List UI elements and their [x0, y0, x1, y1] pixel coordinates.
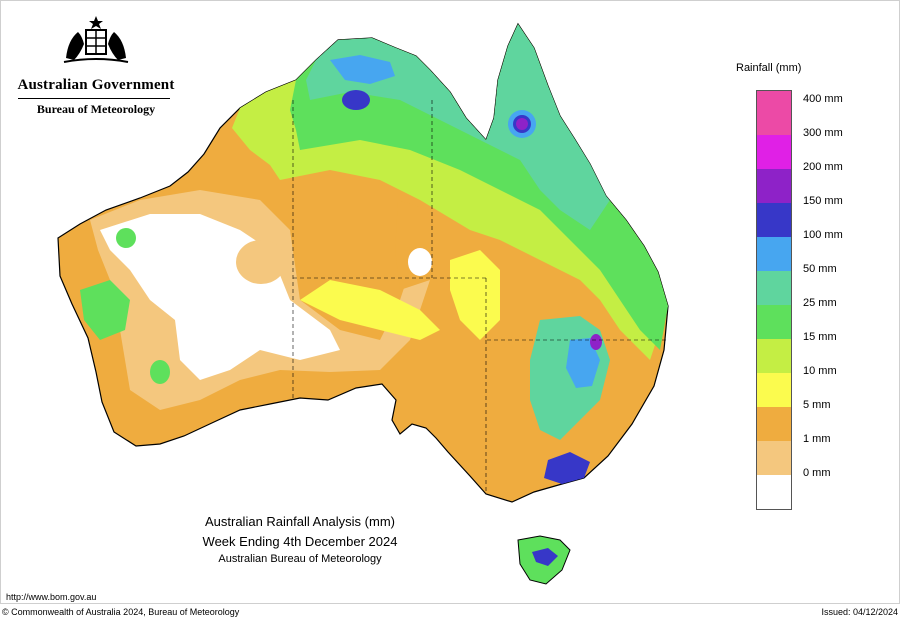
- tasmania: [517, 535, 571, 585]
- legend-label: 10 mm: [803, 365, 837, 377]
- legend-label: 150 mm: [803, 195, 843, 207]
- logo-divider: [18, 98, 170, 99]
- australia-mainland: [57, 22, 669, 503]
- legend-swatch: [757, 373, 791, 407]
- legend-title: Rainfall (mm): [736, 62, 802, 74]
- legend-swatch: [757, 441, 791, 475]
- legend-swatch: [757, 203, 791, 237]
- legend-swatch: [757, 169, 791, 203]
- legend-label: 400 mm: [803, 93, 843, 105]
- legend-label: 300 mm: [803, 127, 843, 139]
- legend-label: 200 mm: [803, 161, 843, 173]
- legend-color-bar: [756, 90, 792, 510]
- legend-swatch: [757, 101, 791, 135]
- legend-label: 0 mm: [803, 467, 831, 479]
- legend-swatch: [757, 135, 791, 169]
- agency-subtitle: Bureau of Meteorology: [36, 102, 156, 116]
- legend-label: 25 mm: [803, 297, 837, 309]
- agency-name: Australian Government: [17, 77, 175, 93]
- map-title-block: Australian Rainfall Analysis (mm) Week E…: [150, 514, 450, 565]
- legend-swatch: [757, 475, 791, 509]
- legend-label: 5 mm: [803, 399, 831, 411]
- legend-swatch: [757, 339, 791, 373]
- rainfall-map: [57, 22, 669, 585]
- map-title: Australian Rainfall Analysis (mm): [204, 514, 395, 529]
- legend-label: 1 mm: [803, 433, 831, 445]
- legend-label: 100 mm: [803, 229, 843, 241]
- legend-swatch: [757, 407, 791, 441]
- legend-swatch-top: [757, 91, 791, 101]
- legend-swatch: [757, 305, 791, 339]
- legend-label: 50 mm: [803, 263, 837, 275]
- agency-logo: Australian Government Bureau of Meteorol…: [16, 14, 176, 117]
- legend-label: 15 mm: [803, 331, 837, 343]
- legend-swatch: [757, 271, 791, 305]
- map-subtitle: Week Ending 4th December 2024: [202, 534, 398, 549]
- legend-swatch: [757, 237, 791, 271]
- map-source: Australian Bureau of Meteorology: [218, 553, 382, 565]
- website-url[interactable]: http://www.bom.gov.au: [6, 592, 97, 602]
- issued-date: Issued: 04/12/2024: [821, 607, 898, 617]
- coat-of-arms-icon: [63, 16, 129, 63]
- copyright-notice: © Commonwealth of Australia 2024, Bureau…: [2, 607, 240, 617]
- map-frame: [0, 0, 900, 604]
